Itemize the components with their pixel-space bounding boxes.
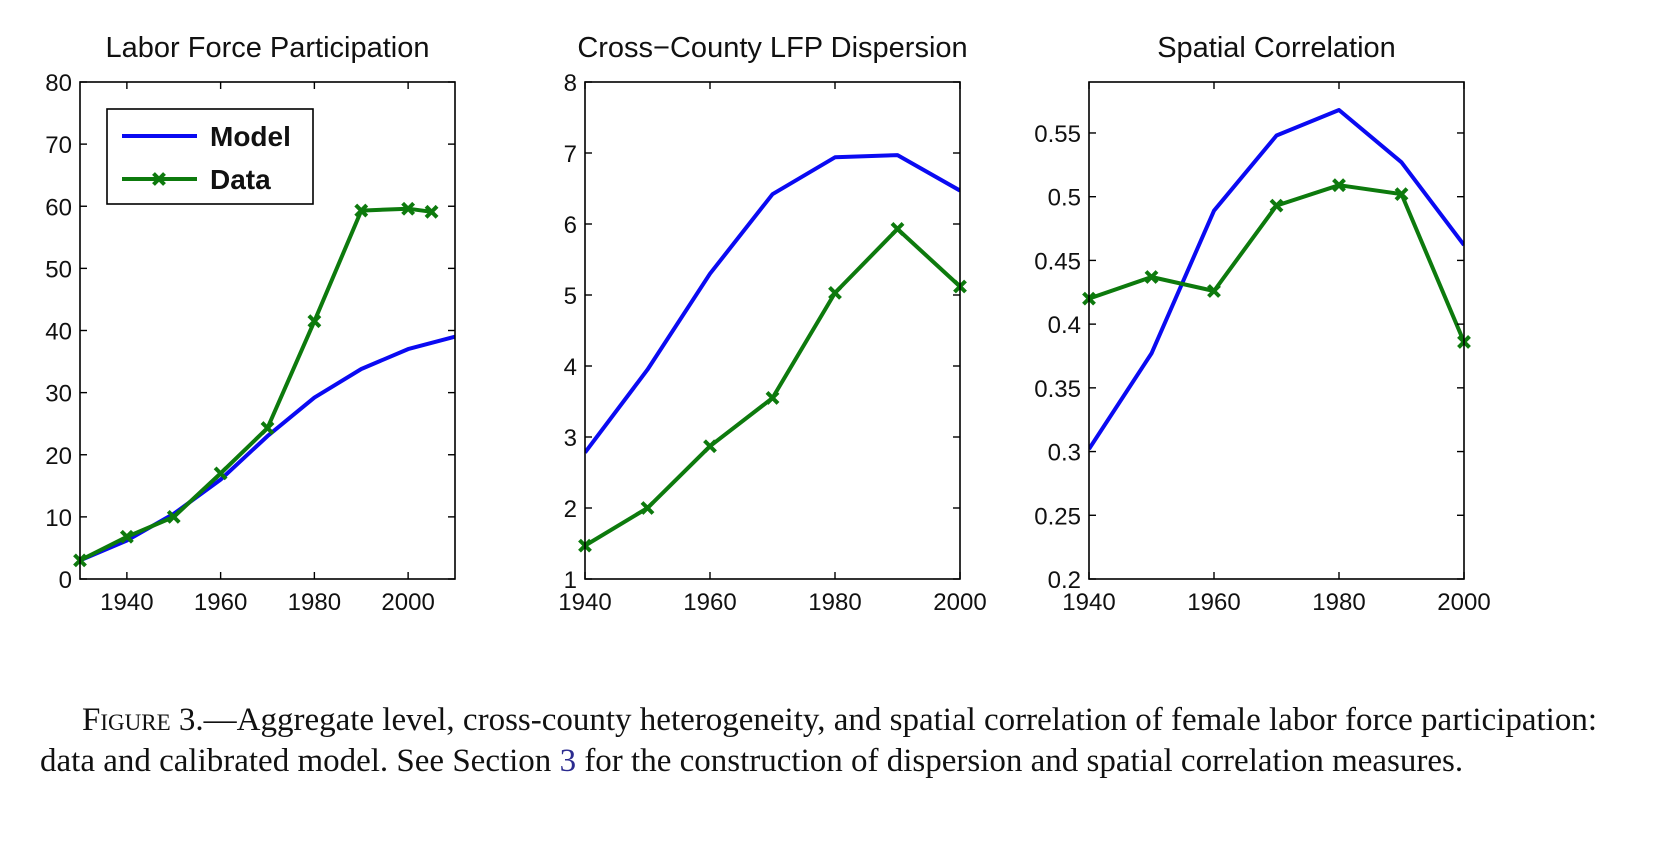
series-group: [80, 206, 455, 563]
legend-marker: [152, 172, 166, 186]
data-point-marker: [828, 285, 842, 300]
y-tick-label: 0.35: [1034, 376, 1081, 403]
y-tick-label: 7: [564, 141, 577, 168]
y-tick-label: 0.4: [1048, 312, 1081, 339]
y-tick-label: 50: [45, 256, 72, 283]
y-tick-label: 4: [564, 354, 577, 381]
plot-frame: [584, 81, 961, 580]
data-point-marker: [1332, 178, 1346, 193]
series-line-model: [585, 153, 960, 454]
y-tick-label: 5: [564, 283, 577, 310]
x-tick-label: 1940: [100, 589, 153, 616]
series-line-model: [1089, 108, 1464, 451]
y-tick-label: 2: [564, 496, 577, 523]
x-tick-label: 2000: [1437, 589, 1490, 616]
x-tick-label: 1960: [1187, 589, 1240, 616]
data-point-marker: [1144, 270, 1159, 284]
x-tick-label: 1960: [194, 589, 247, 616]
chart-title: Labor Force Participation: [106, 32, 430, 64]
chart-title: Spatial Correlation: [1157, 32, 1396, 64]
data-point-marker: [703, 439, 717, 454]
data-point-marker: [640, 501, 655, 515]
legend-label-model: Model: [210, 121, 291, 152]
y-tick-label: 10: [45, 505, 72, 532]
figure-caption: Figure 3.—Aggregate level, cross-county …: [40, 700, 1610, 782]
data-point-marker: [260, 421, 275, 435]
y-tick-label: 0.45: [1034, 248, 1081, 275]
x-tick-label: 2000: [381, 589, 434, 616]
y-tick-label: 3: [564, 425, 577, 452]
y-tick-label: 0.25: [1034, 503, 1081, 530]
data-point-marker: [1207, 284, 1221, 298]
x-tick-label: 1980: [288, 589, 341, 616]
y-tick-label: 8: [564, 70, 577, 97]
series-line-data: [80, 206, 432, 563]
x-tick-label: 1980: [1312, 589, 1365, 616]
x-tick-label: 1980: [808, 589, 861, 616]
data-point-marker: [166, 509, 181, 524]
data-point-marker: [307, 314, 322, 329]
data-point-marker: [424, 204, 439, 219]
series-group: [1089, 108, 1464, 451]
caption-text-1: .—Aggregate level, cross-county heteroge…: [40, 702, 1597, 779]
y-tick-label: 80: [45, 70, 72, 97]
y-tick-label: 1: [564, 567, 577, 594]
data-point-marker: [354, 203, 369, 218]
section-reference-link[interactable]: 3: [559, 743, 577, 779]
y-tick-label: 30: [45, 381, 72, 408]
series-line-data: [1089, 183, 1464, 343]
y-tick-label: 0.55: [1034, 121, 1081, 148]
data-point-marker: [890, 222, 905, 236]
x-tick-label: 1940: [1062, 589, 1115, 616]
x-tick-label: 1940: [558, 589, 611, 616]
y-tick-label: 0.3: [1048, 440, 1081, 467]
y-tick-label: 40: [45, 319, 72, 346]
y-tick-label: 6: [564, 212, 577, 239]
y-tick-label: 0: [59, 567, 72, 594]
figure-label: Figure 3: [82, 702, 196, 738]
legend-box: [106, 108, 314, 205]
y-tick-label: 60: [45, 194, 72, 221]
data-point-marker: [765, 391, 780, 405]
figure-charts: Labor Force Participation010203040506070…: [45, 32, 1490, 616]
data-point-marker: [401, 201, 416, 216]
plot-frame: [1088, 81, 1465, 580]
data-point-marker: [1394, 187, 1409, 202]
chart-panel-1: Labor Force Participation 0 10 20 30 40 50 60 70…: [45, 32, 456, 616]
y-tick-label: 20: [45, 443, 72, 470]
legend-label-data: Data: [210, 164, 271, 195]
series-line-model: [80, 334, 455, 563]
data-point-marker: [213, 466, 228, 481]
data-point-marker: [119, 529, 134, 544]
series-line-data: [585, 227, 960, 548]
chart-title: Cross−County LFP Dispersion: [577, 32, 967, 64]
chart-panel-3: Spatial Correlation 0.2 0.25 0.3 0.35 0.4 0.45…: [1034, 32, 1490, 616]
x-tick-label: 2000: [933, 589, 986, 616]
caption-text-2: for the construction of dispersion and s…: [576, 743, 1464, 779]
data-point-marker: [1269, 198, 1284, 213]
chart-panel-2: Cross−County LFP Dispersion 1 2 3 4 5 6 7 8 1940 1…: [558, 32, 986, 616]
y-tick-label: 0.2: [1048, 567, 1081, 594]
y-tick-label: 70: [45, 132, 72, 159]
series-group: [585, 153, 960, 548]
x-tick-label: 1960: [683, 589, 736, 616]
y-tick-label: 0.5: [1048, 185, 1081, 212]
